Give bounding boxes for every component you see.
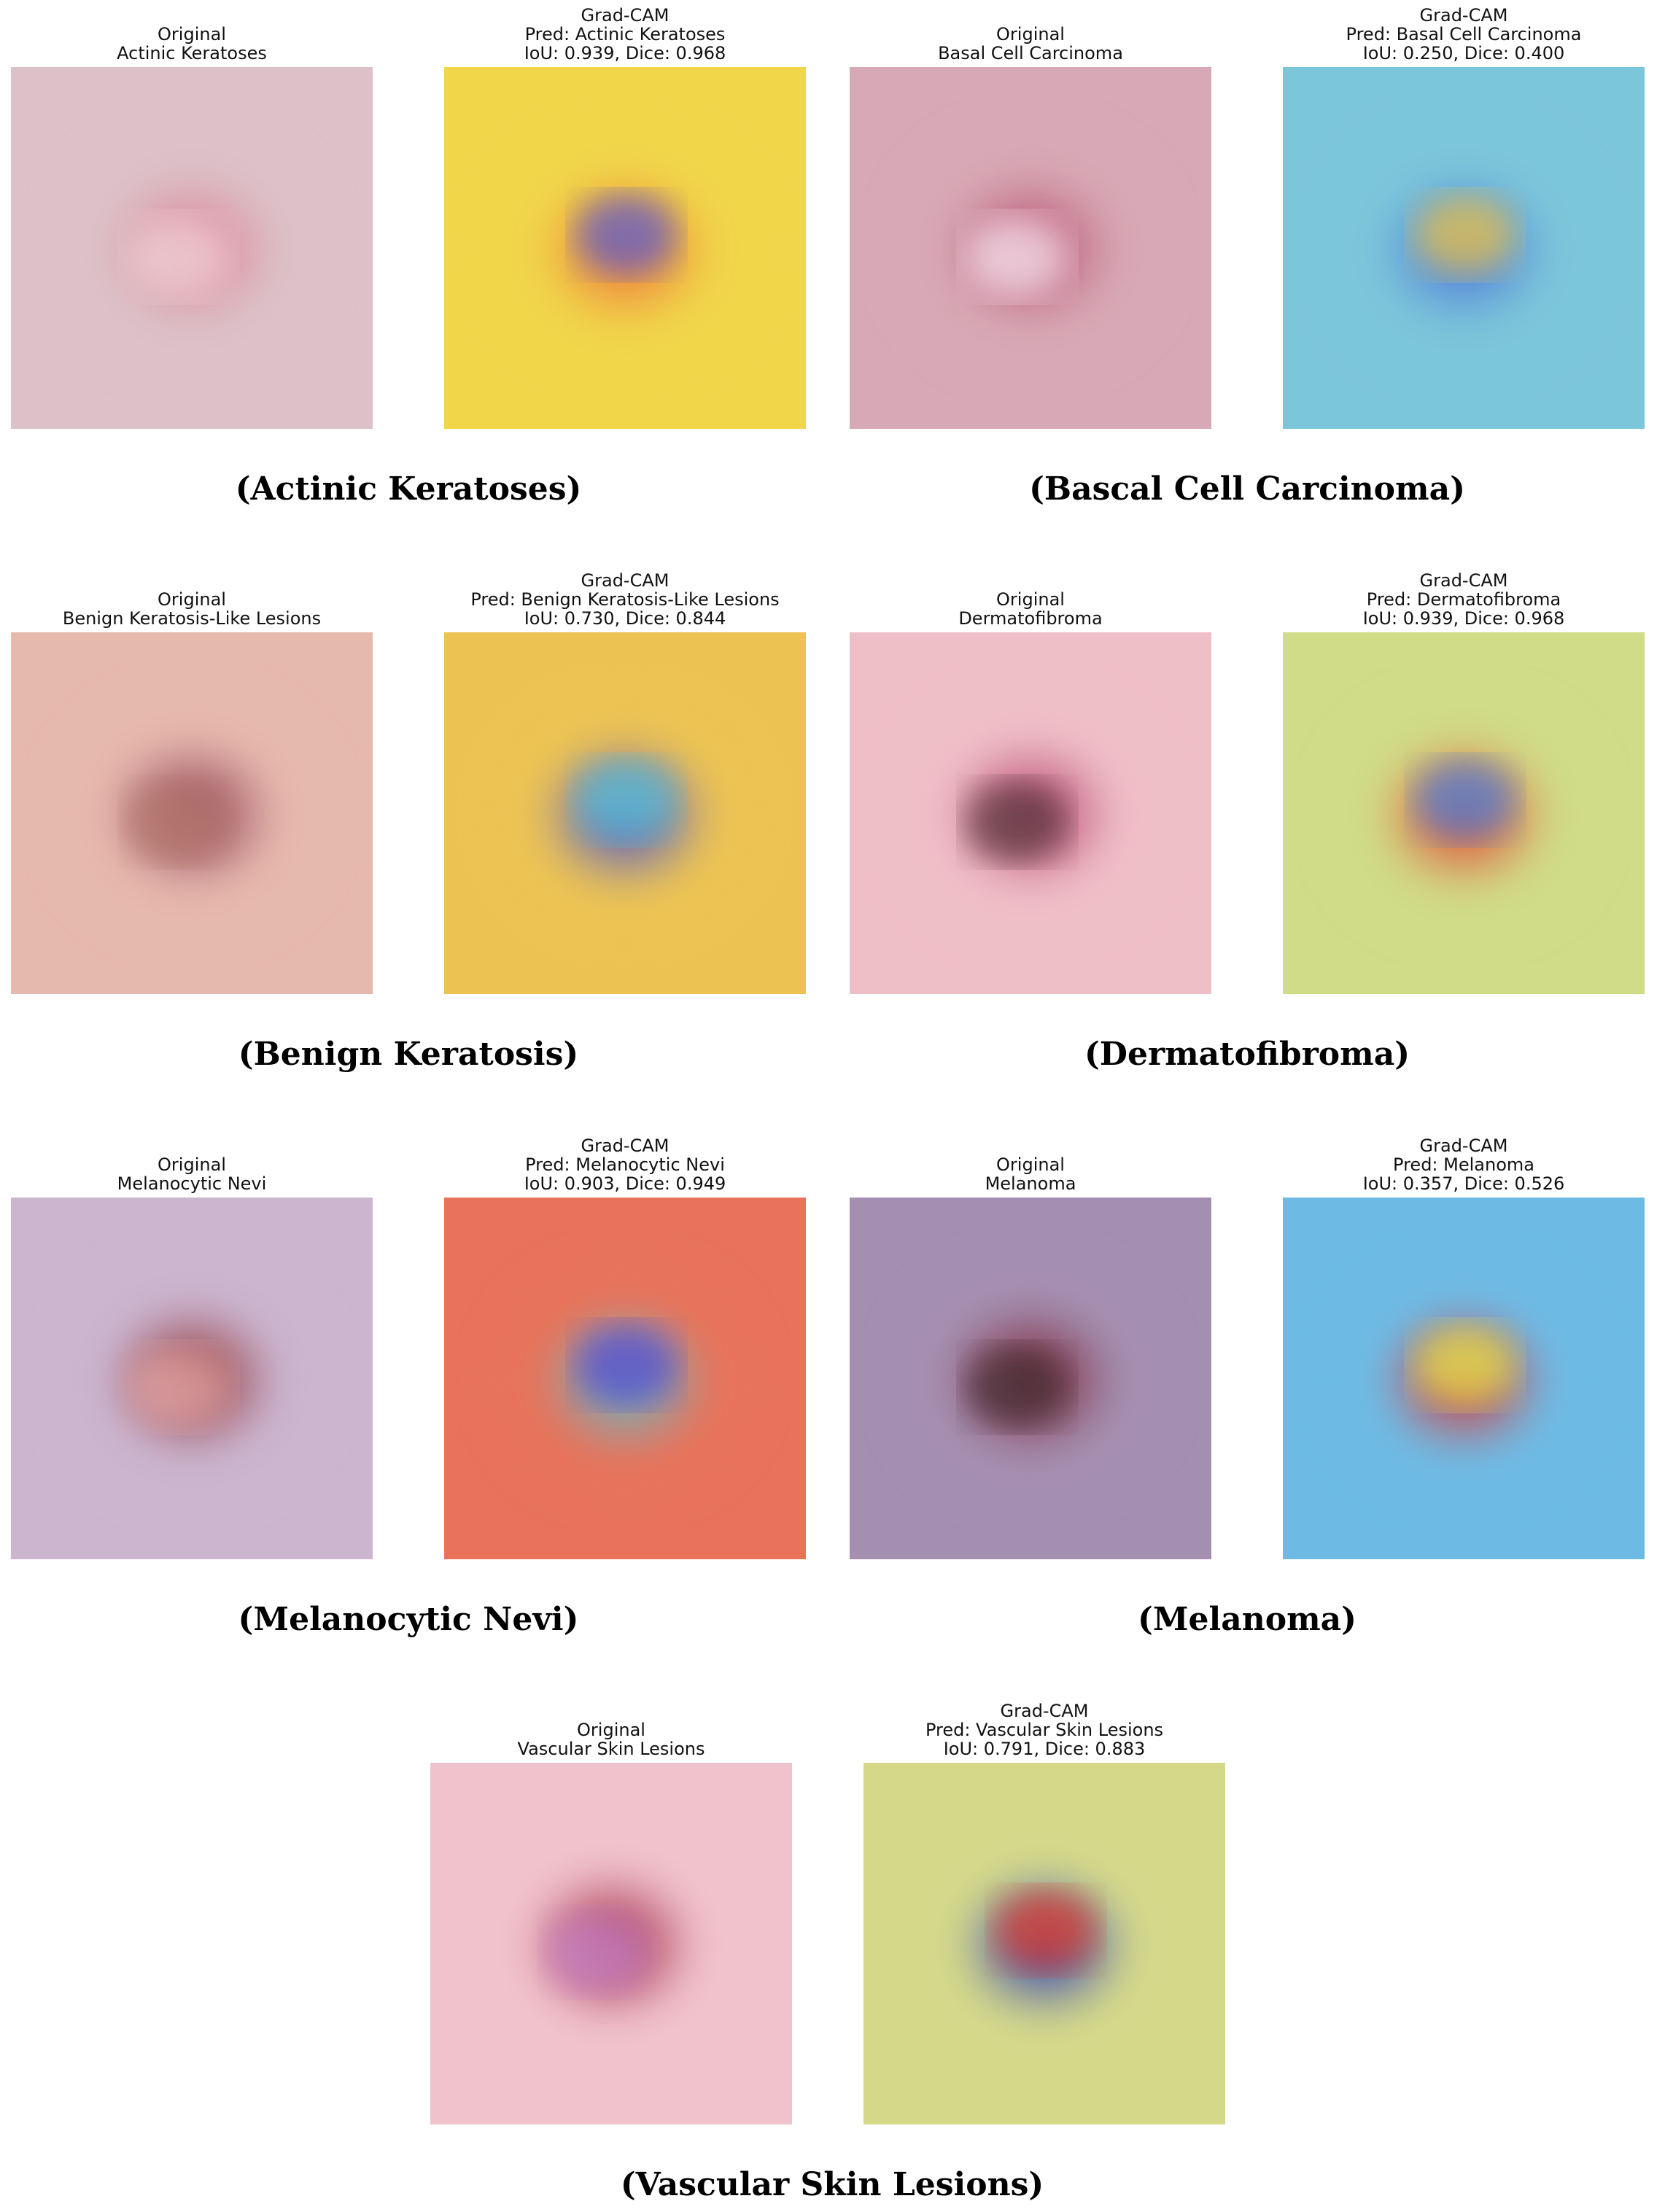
caption-line: Pred: Benign Keratosis-Like Lesions [470, 589, 780, 610]
panel-caption: Grad-CAM Pred: Dermatofibroma IoU: 0.939, … [1254, 571, 1665, 628]
caption-title: Original [996, 24, 1065, 44]
caption-title: Grad-CAM [1000, 1701, 1089, 1721]
caption-line: Pred: Dermatofibroma [1366, 589, 1561, 610]
dermoscopy-image [850, 1198, 1211, 1559]
panel-caption: Grad-CAM Pred: Melanocytic Nevi IoU: 0.903… [415, 1136, 835, 1193]
caption-title: Grad-CAM [581, 570, 670, 591]
dermoscopy-image [11, 1198, 373, 1559]
caption-line: Pred: Basal Cell Carcinoma [1346, 24, 1582, 44]
caption-title: Original [996, 589, 1065, 610]
panel-caption: Original Dermatofibroma [820, 590, 1241, 628]
gradcam-heatmap-image [444, 1198, 806, 1559]
caption-title: Original [158, 1154, 226, 1175]
caption-line: Pred: Melanoma [1393, 1154, 1534, 1175]
caption-title: Original [158, 24, 226, 44]
caption-line: Melanocytic Nevi [117, 1173, 267, 1194]
row-label-dermatofibroma: (Dermatofibroma) [1084, 1036, 1410, 1073]
caption-line: Dermatofibroma [958, 608, 1103, 629]
caption-line: Benign Keratosis-Like Lesions [62, 608, 322, 629]
caption-line: IoU: 0.250, Dice: 0.400 [1362, 43, 1565, 63]
gradcam-heatmap-image [1283, 1198, 1645, 1559]
caption-title: Grad-CAM [1419, 1136, 1508, 1156]
caption-line: IoU: 0.939, Dice: 0.968 [1362, 608, 1565, 629]
panel-caption: Grad-CAM Pred: Basal Cell Carcinoma IoU: 0… [1254, 6, 1665, 63]
gradcam-heatmap-image [444, 632, 806, 994]
dermoscopy-image [850, 67, 1211, 429]
gradcam-heatmap-image [1283, 67, 1645, 429]
caption-title: Grad-CAM [581, 5, 670, 26]
caption-line: Pred: Melanocytic Nevi [525, 1154, 725, 1175]
dermoscopy-image [430, 1763, 792, 2124]
caption-line: Pred: Actinic Keratoses [524, 24, 726, 44]
panel-caption: Grad-CAM Pred: Vascular Skin Lesions IoU: … [834, 1701, 1254, 1758]
gradcam-heatmap-image [444, 67, 806, 429]
row-label-basal-cell-carcinoma: (Bascal Cell Carcinoma) [1029, 470, 1465, 508]
row-label-actinic-keratoses: (Actinic Keratoses) [235, 470, 582, 508]
row-label-melanocytic-nevi: (Melanocytic Nevi) [238, 1601, 579, 1638]
gradcam-heatmap-image [1283, 632, 1645, 994]
row-label-vascular-skin-lesions: (Vascular Skin Lesions) [620, 2166, 1044, 2203]
caption-line: Melanoma [985, 1173, 1076, 1194]
dermoscopy-image [11, 632, 373, 994]
panel-caption: Original Benign Keratosis-Like Lesions [0, 590, 402, 628]
panel-caption: Grad-CAM Pred: Benign Keratosis-Like Lesi… [415, 571, 835, 628]
dermoscopy-image [850, 632, 1211, 994]
caption-line: Actinic Keratoses [117, 43, 267, 63]
panel-caption: Original Actinic Keratoses [0, 25, 402, 63]
panel-caption: Grad-CAM Pred: Actinic Keratoses IoU: 0.93… [415, 6, 835, 63]
panel-caption: Grad-CAM Pred: Melanoma IoU: 0.357, Dice: … [1254, 1136, 1665, 1193]
panel-caption: Original Basal Cell Carcinoma [820, 25, 1241, 63]
caption-line: IoU: 0.791, Dice: 0.883 [943, 1739, 1146, 1759]
caption-title: Grad-CAM [581, 1136, 670, 1156]
dermoscopy-image [11, 67, 373, 429]
caption-line: Vascular Skin Lesions [517, 1739, 705, 1759]
caption-line: IoU: 0.939, Dice: 0.968 [524, 43, 726, 63]
row-label-melanoma: (Melanoma) [1138, 1601, 1357, 1638]
caption-line: IoU: 0.903, Dice: 0.949 [524, 1173, 726, 1194]
caption-line: IoU: 0.730, Dice: 0.844 [524, 608, 726, 629]
row-label-benign-keratosis: (Benign Keratosis) [238, 1036, 579, 1073]
panel-caption: Original Vascular Skin Lesions [401, 1720, 821, 1758]
caption-title: Grad-CAM [1419, 5, 1508, 26]
panel-caption: Original Melanoma [820, 1155, 1241, 1193]
caption-title: Original [996, 1154, 1065, 1175]
gradcam-heatmap-image [863, 1763, 1225, 2124]
caption-line: IoU: 0.357, Dice: 0.526 [1362, 1173, 1565, 1194]
caption-line: Basal Cell Carcinoma [938, 43, 1123, 63]
caption-title: Original [577, 1720, 645, 1740]
panel-caption: Original Melanocytic Nevi [0, 1155, 402, 1193]
caption-title: Grad-CAM [1419, 570, 1508, 591]
caption-title: Original [158, 589, 226, 610]
caption-line: Pred: Vascular Skin Lesions [925, 1720, 1164, 1740]
